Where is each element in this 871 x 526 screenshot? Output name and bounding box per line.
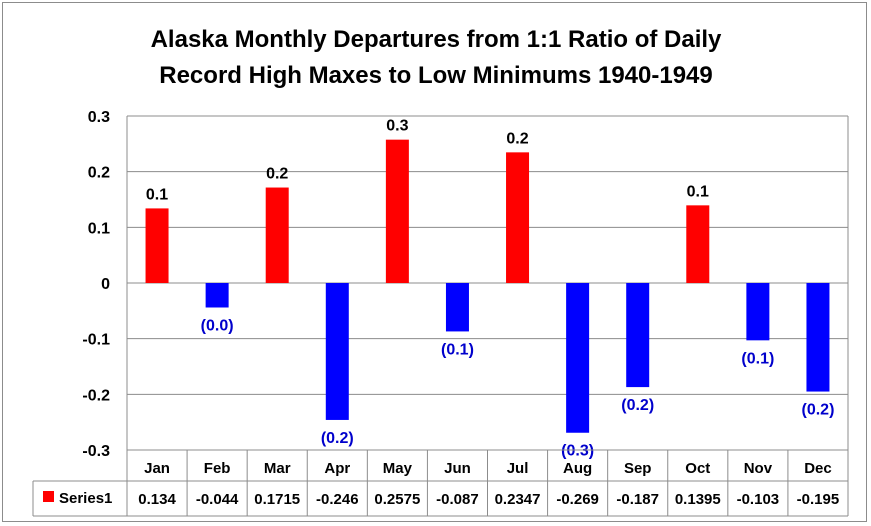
chart-title: Alaska Monthly Departures from 1:1 Ratio… bbox=[151, 26, 722, 89]
y-tick-label: -0.3 bbox=[82, 443, 110, 460]
chart-svg: Alaska Monthly Departures from 1:1 Ratio… bbox=[32, 26, 849, 517]
y-tick-label: 0.1 bbox=[88, 220, 110, 237]
data-label-mar: 0.2 bbox=[266, 166, 288, 183]
table-value-oct: 0.1395 bbox=[675, 491, 721, 508]
table-value-nov: -0.103 bbox=[737, 491, 780, 508]
table-value-apr: -0.246 bbox=[316, 491, 359, 508]
x-tick-label: Apr bbox=[324, 460, 350, 477]
table-value-aug: -0.269 bbox=[556, 491, 599, 508]
x-tick-label: Dec bbox=[804, 460, 832, 477]
data-label-sep: (0.2) bbox=[621, 397, 654, 414]
bar-feb bbox=[205, 283, 229, 308]
bar-mar bbox=[265, 187, 289, 283]
table-value-jun: -0.087 bbox=[436, 491, 479, 508]
data-label-oct: 0.1 bbox=[687, 183, 709, 200]
data-label-feb: (0.0) bbox=[201, 317, 234, 334]
legend-label-series1: Series1 bbox=[59, 490, 112, 507]
table-value-sep: -0.187 bbox=[616, 491, 659, 508]
data-table: Jan Feb Mar Apr May Jun Jul Aug Sep Oct Nov Dec Seri… bbox=[32, 449, 848, 517]
table-value-may: 0.2575 bbox=[374, 491, 420, 508]
bar-sep bbox=[626, 283, 650, 388]
bars bbox=[145, 139, 830, 433]
x-tick-label: Jan bbox=[144, 460, 170, 477]
data-label-jul: 0.2 bbox=[506, 130, 528, 147]
table-value-feb: -0.044 bbox=[196, 491, 239, 508]
bar-may bbox=[385, 139, 409, 283]
chart-title-line-1: Alaska Monthly Departures from 1:1 Ratio… bbox=[151, 26, 722, 53]
bar-nov bbox=[746, 283, 770, 341]
chart-title-line-2: Record High Maxes to Low Minimums 1940-1… bbox=[159, 62, 713, 89]
data-label-jan: 0.1 bbox=[146, 186, 168, 203]
data-label-dec: (0.2) bbox=[802, 402, 835, 419]
x-tick-label: May bbox=[383, 460, 413, 477]
bar-aug bbox=[566, 283, 590, 433]
x-tick-label: Mar bbox=[264, 460, 291, 477]
bar-jun bbox=[445, 283, 469, 332]
bar-jul bbox=[506, 152, 530, 283]
data-labels: 0.1 (0.0) 0.2 (0.2) 0.3 (0.1) 0.2 (0.3) (0.2) 0.1… bbox=[146, 118, 834, 460]
bar-apr bbox=[325, 283, 349, 420]
y-tick-label: 0 bbox=[101, 276, 110, 293]
x-tick-label: Sep bbox=[624, 460, 652, 477]
y-tick-label: -0.2 bbox=[82, 387, 110, 404]
bar-dec bbox=[806, 283, 830, 392]
table-value-jul: 0.2347 bbox=[495, 491, 541, 508]
x-tick-label: Nov bbox=[744, 460, 773, 477]
x-tick-label: Jul bbox=[507, 460, 529, 477]
data-label-nov: (0.1) bbox=[741, 350, 774, 367]
data-label-jun: (0.1) bbox=[441, 341, 474, 358]
x-tick-label: Jun bbox=[444, 460, 471, 477]
x-tick-label: Oct bbox=[685, 460, 710, 477]
table-value-mar: 0.1715 bbox=[254, 491, 300, 508]
legend-swatch-series1 bbox=[43, 491, 54, 502]
bar-oct bbox=[686, 205, 710, 283]
y-tick-label: 0.3 bbox=[88, 109, 110, 126]
bar-jan bbox=[145, 208, 169, 283]
data-label-may: 0.3 bbox=[386, 118, 408, 135]
y-tick-label: -0.1 bbox=[82, 332, 110, 349]
y-tick-label: 0.2 bbox=[88, 165, 110, 182]
table-value-dec: -0.195 bbox=[797, 491, 840, 508]
data-label-apr: (0.2) bbox=[321, 430, 354, 447]
table-value-jan: 0.134 bbox=[138, 491, 176, 508]
x-tick-label: Feb bbox=[204, 460, 231, 477]
x-tick-label: Aug bbox=[563, 460, 592, 477]
data-label-aug: (0.3) bbox=[561, 443, 594, 460]
y-axis-tick-labels: 0.3 0.2 0.1 0 -0.1 -0.2 -0.3 bbox=[82, 109, 110, 460]
